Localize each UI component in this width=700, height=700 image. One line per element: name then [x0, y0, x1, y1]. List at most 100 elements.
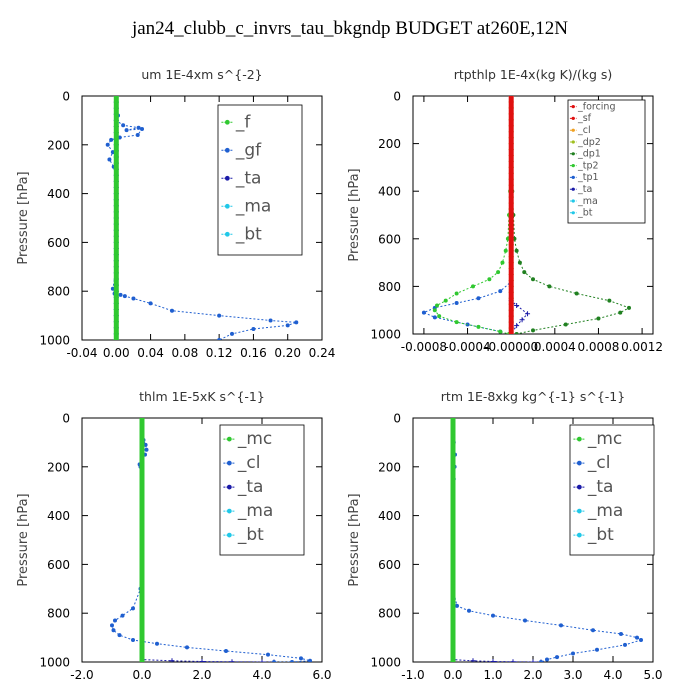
legend-marker — [571, 175, 575, 179]
page-title: jan24_clubb_c_invrs_tau_bkgndp BUDGET at… — [131, 18, 569, 39]
data-point — [627, 305, 631, 310]
legend-label: _bt — [577, 208, 593, 219]
y-tick-label: 800 — [378, 607, 401, 621]
data-point — [471, 284, 475, 289]
data-point — [114, 307, 119, 312]
data-point — [285, 323, 290, 328]
data-point — [140, 458, 144, 463]
legend-marker — [571, 211, 575, 215]
data-point — [140, 538, 144, 542]
data-point — [509, 171, 514, 176]
data-point — [619, 631, 623, 636]
legend-marker — [571, 104, 575, 109]
data-point — [509, 189, 514, 194]
data-point — [114, 130, 119, 135]
data-point — [140, 574, 144, 579]
legend-label: _tp1 — [577, 172, 599, 183]
legend-label: _ma — [235, 196, 271, 216]
chart-panel-2: rtpthlp 1E-4x(kg K)/(kg s) Pressure [hPa]… — [347, 67, 663, 354]
data-point — [435, 303, 439, 308]
legend-label: _gf — [235, 140, 262, 160]
legend-label: _bt — [235, 224, 262, 244]
data-point — [114, 209, 119, 214]
data-point — [451, 641, 455, 646]
data-point — [114, 167, 119, 172]
data-point — [437, 314, 442, 319]
legend-marker — [571, 116, 575, 120]
legend: _f _gf _ta _ma _bt — [217, 104, 303, 256]
data-point — [451, 568, 455, 573]
data-point — [140, 605, 144, 610]
data-point — [118, 292, 123, 297]
legend: _mc _cl _ta _ma _bt — [569, 424, 655, 556]
data-point — [421, 310, 426, 315]
data-point — [623, 642, 627, 647]
y-tick-label: 1000 — [370, 328, 401, 342]
legend-label: _cl — [587, 453, 611, 473]
data-point — [432, 315, 437, 320]
legend-marker — [571, 128, 575, 132]
data-point — [525, 311, 531, 317]
legend-label: _ma — [237, 501, 273, 521]
data-point — [490, 659, 496, 662]
data-point — [455, 603, 459, 608]
y-tick-label: 600 — [378, 558, 401, 572]
x-tick-label: 4.0 — [252, 668, 271, 682]
data-point — [595, 647, 599, 652]
data-point — [451, 574, 455, 579]
data-point — [451, 653, 455, 658]
legend-label: _ta — [235, 168, 262, 188]
legend-marker — [576, 484, 582, 490]
data-point — [443, 298, 448, 303]
data-point — [140, 440, 144, 445]
data-point — [451, 538, 455, 542]
data-point — [140, 477, 144, 481]
x-tick-label: 4.0 — [603, 668, 622, 682]
data-point — [531, 328, 535, 333]
chart-panel-1: um 1E-4xm s^{-2} Pressure [hPa] 0 200 400 600… — [16, 67, 335, 360]
legend-marker — [576, 436, 582, 442]
data-point — [140, 483, 144, 488]
data-point — [509, 290, 514, 295]
data-point — [509, 129, 514, 134]
data-point — [451, 483, 455, 488]
data-point — [451, 550, 455, 555]
x-tick-label: -2.0 — [70, 668, 93, 682]
plot-frame — [412, 95, 654, 335]
legend-marker — [224, 175, 230, 181]
y-tick-label: 200 — [47, 138, 70, 152]
x-tick-label: 3.0 — [563, 668, 582, 682]
data-point — [266, 652, 270, 657]
data-point — [140, 550, 144, 555]
data-point — [451, 422, 455, 427]
data-point — [114, 155, 119, 159]
data-point — [224, 649, 228, 654]
y-tick-label: 600 — [47, 558, 70, 572]
data-point — [140, 519, 144, 524]
data-point — [509, 230, 514, 235]
data-point — [121, 123, 126, 128]
data-point — [514, 302, 520, 308]
data-point — [509, 326, 514, 331]
data-point — [571, 651, 575, 656]
data-point — [114, 289, 119, 294]
data-point — [140, 507, 144, 512]
data-point — [155, 641, 159, 646]
data-point — [117, 633, 122, 638]
data-point — [451, 586, 455, 591]
data-point — [509, 207, 514, 212]
data-point — [509, 254, 514, 259]
x-tick-label: 0.0 — [443, 668, 462, 682]
data-point — [140, 647, 144, 652]
data-point — [290, 660, 294, 662]
data-point — [135, 133, 140, 138]
data-point — [451, 629, 455, 634]
x-tick-label: 2.0 — [192, 668, 211, 682]
x-tick-label: -0.0008 — [401, 340, 447, 354]
legend-marker — [224, 119, 230, 125]
data-point — [509, 308, 514, 313]
data-point — [451, 464, 455, 469]
data-point — [467, 608, 471, 613]
data-point — [217, 338, 222, 340]
data-point — [107, 157, 112, 162]
